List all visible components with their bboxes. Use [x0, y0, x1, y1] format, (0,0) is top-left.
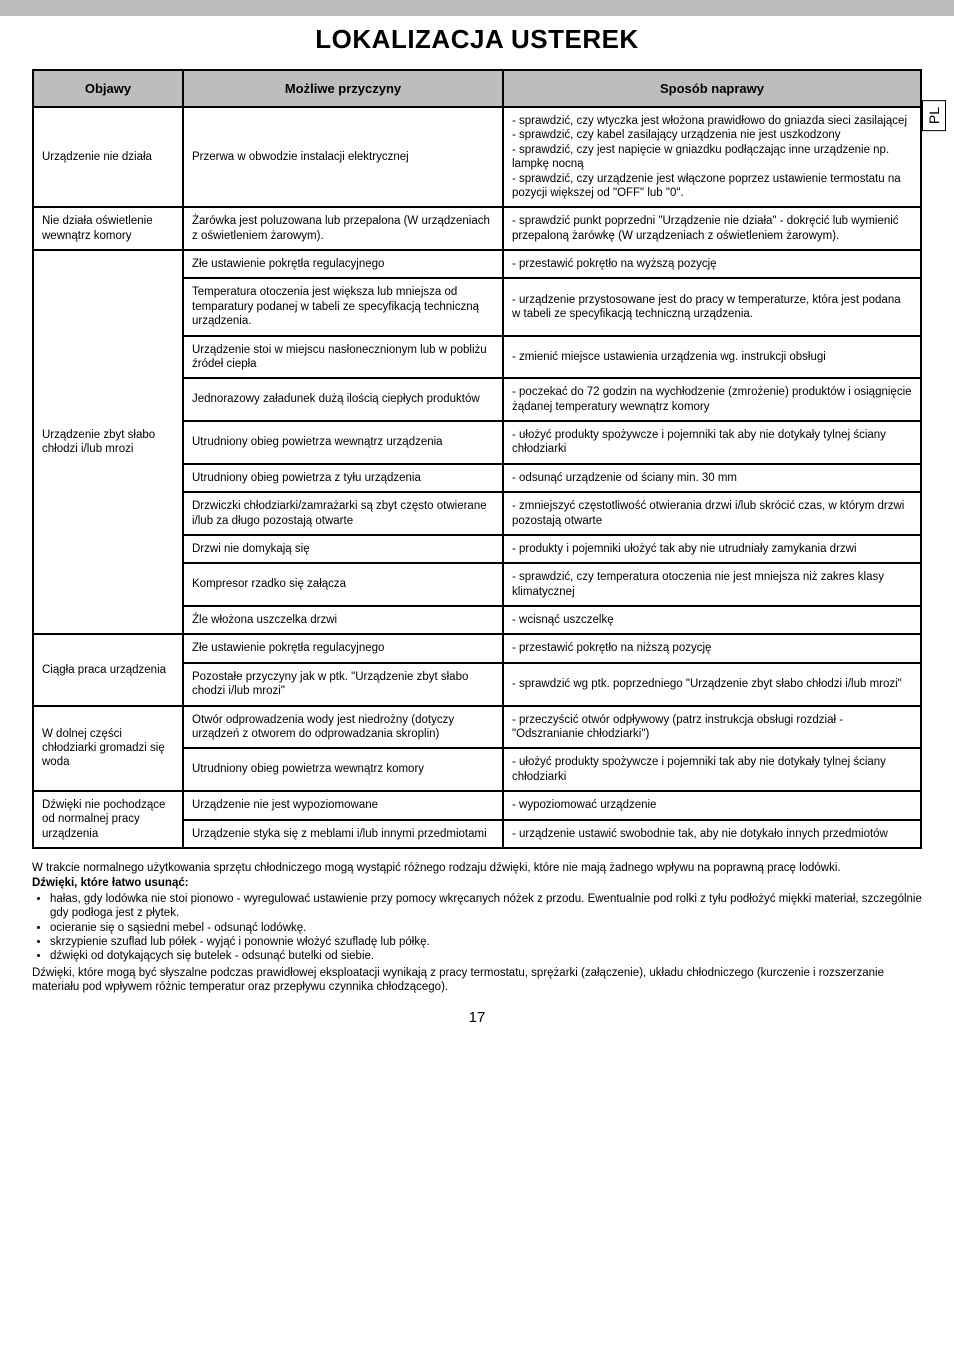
- cell-remedy: - przestawić pokrętło na wyższą pozycję: [503, 250, 921, 278]
- cell-cause: Urządzenie nie jest wypoziomowane: [183, 791, 503, 820]
- header-bar: [0, 0, 954, 16]
- cell-symptom: Nie działa oświetlenie wewnątrz komory: [33, 207, 183, 250]
- table-row: Ciągła praca urządzeniaZłe ustawienie po…: [33, 634, 921, 662]
- footnote-bullets: hałas, gdy lodówka nie stoi pionowo - wy…: [32, 892, 922, 964]
- cell-symptom: W dolnej części chłodziarki gromadzi się…: [33, 706, 183, 792]
- cell-cause: Utrudniony obieg powietrza wewnątrz urzą…: [183, 421, 503, 464]
- col-remedy: Sposób naprawy: [503, 70, 921, 107]
- cell-cause: Temperatura otoczenia jest większa lub m…: [183, 278, 503, 335]
- cell-cause: Przerwa w obwodzie instalacji elektryczn…: [183, 107, 503, 207]
- cell-remedy: - poczekać do 72 godzin na wychłodzenie …: [503, 378, 921, 421]
- cell-remedy: - odsunąć urządzenie od ściany min. 30 m…: [503, 464, 921, 492]
- troubleshooting-table-wrap: Objawy Możliwe przyczyny Sposób naprawy …: [0, 69, 954, 857]
- cell-remedy: - produkty i pojemniki ułożyć tak aby ni…: [503, 535, 921, 563]
- cell-remedy: - urządzenie przystosowane jest do pracy…: [503, 278, 921, 335]
- footnote-intro: W trakcie normalnego użytkowania sprzętu…: [32, 861, 922, 875]
- cell-remedy: - przeczyścić otwór odpływowy (patrz ins…: [503, 706, 921, 749]
- page-title: LOKALIZACJA USTEREK: [0, 16, 954, 69]
- cell-remedy: - sprawdzić, czy wtyczka jest włożona pr…: [503, 107, 921, 207]
- cell-cause: Drzwi nie domykają się: [183, 535, 503, 563]
- cell-remedy: - ułożyć produkty spożywcze i pojemniki …: [503, 421, 921, 464]
- table-row: Urządzenie zbyt słabo chłodzi i/lub mroz…: [33, 250, 921, 278]
- cell-remedy: - sprawdzić wg ptk. poprzedniego "Urządz…: [503, 663, 921, 706]
- col-cause: Możliwe przyczyny: [183, 70, 503, 107]
- cell-cause: Urządzenie stoi w miejscu nasłoneczniony…: [183, 336, 503, 379]
- table-row: Dźwięki nie pochodzące od normalnej prac…: [33, 791, 921, 820]
- cell-remedy: - zmniejszyć częstotliwość otwierania dr…: [503, 492, 921, 535]
- cell-remedy: - sprawdzić punkt poprzedni "Urządzenie …: [503, 207, 921, 250]
- cell-remedy: - ułożyć produkty spożywcze i pojemniki …: [503, 748, 921, 791]
- cell-remedy: - urządzenie ustawić swobodnie tak, aby …: [503, 820, 921, 849]
- cell-cause: Utrudniony obieg powietrza z tyłu urządz…: [183, 464, 503, 492]
- side-language-tab: PL: [922, 100, 946, 131]
- table-header: Objawy Możliwe przyczyny Sposób naprawy: [33, 70, 921, 107]
- cell-cause: Jednorazowy załadunek dużą ilością ciepł…: [183, 378, 503, 421]
- table-row: W dolnej części chłodziarki gromadzi się…: [33, 706, 921, 749]
- cell-remedy: - wypoziomować urządzenie: [503, 791, 921, 820]
- cell-cause: Złe ustawienie pokrętła regulacyjnego: [183, 634, 503, 662]
- footnote-bullet: dźwięki od dotykających się butelek - od…: [50, 949, 922, 963]
- footnote-bullet: ocieranie się o sąsiedni mebel - odsunąć…: [50, 921, 922, 935]
- cell-cause: Drzwiczki chłodziarki/zamrażarki są zbyt…: [183, 492, 503, 535]
- cell-symptom: Urządzenie zbyt słabo chłodzi i/lub mroz…: [33, 250, 183, 634]
- page: PL LOKALIZACJA USTEREK Objawy Możliwe pr…: [0, 0, 954, 1354]
- cell-symptom: Urządzenie nie działa: [33, 107, 183, 207]
- table-row: Urządzenie nie działaPrzerwa w obwodzie …: [33, 107, 921, 207]
- footnote-outro: Dźwięki, które mogą być słyszalne podcza…: [32, 966, 922, 995]
- cell-cause: Żarówka jest poluzowana lub przepalona (…: [183, 207, 503, 250]
- cell-remedy: - przestawić pokrętło na niższą pozycję: [503, 634, 921, 662]
- footnote-bullet: hałas, gdy lodówka nie stoi pionowo - wy…: [50, 892, 922, 921]
- cell-cause: Otwór odprowadzenia wody jest niedrożny …: [183, 706, 503, 749]
- footnote-bullet: skrzypienie szuflad lub półek - wyjąć i …: [50, 935, 922, 949]
- cell-cause: Pozostałe przyczyny jak w ptk. "Urządzen…: [183, 663, 503, 706]
- cell-remedy: - zmienić miejsce ustawienia urządzenia …: [503, 336, 921, 379]
- cell-cause: Złe ustawienie pokrętła regulacyjnego: [183, 250, 503, 278]
- footnotes: W trakcie normalnego użytkowania sprzętu…: [0, 857, 954, 994]
- cell-remedy: - wcisnąć uszczelkę: [503, 606, 921, 634]
- table-row: Nie działa oświetlenie wewnątrz komoryŻa…: [33, 207, 921, 250]
- cell-cause: Urządzenie styka się z meblami i/lub inn…: [183, 820, 503, 849]
- cell-symptom: Ciągła praca urządzenia: [33, 634, 183, 705]
- footnote-heading: Dźwięki, które łatwo usunąć:: [32, 877, 189, 889]
- table-body: Urządzenie nie działaPrzerwa w obwodzie …: [33, 107, 921, 848]
- page-number: 17: [0, 995, 954, 1036]
- cell-cause: Kompresor rzadko się załącza: [183, 563, 503, 606]
- col-symptom: Objawy: [33, 70, 183, 107]
- cell-cause: Utrudniony obieg powietrza wewnątrz komo…: [183, 748, 503, 791]
- cell-remedy: - sprawdzić, czy temperatura otoczenia n…: [503, 563, 921, 606]
- troubleshooting-table: Objawy Możliwe przyczyny Sposób naprawy …: [32, 69, 922, 849]
- cell-symptom: Dźwięki nie pochodzące od normalnej prac…: [33, 791, 183, 848]
- cell-cause: Źle włożona uszczelka drzwi: [183, 606, 503, 634]
